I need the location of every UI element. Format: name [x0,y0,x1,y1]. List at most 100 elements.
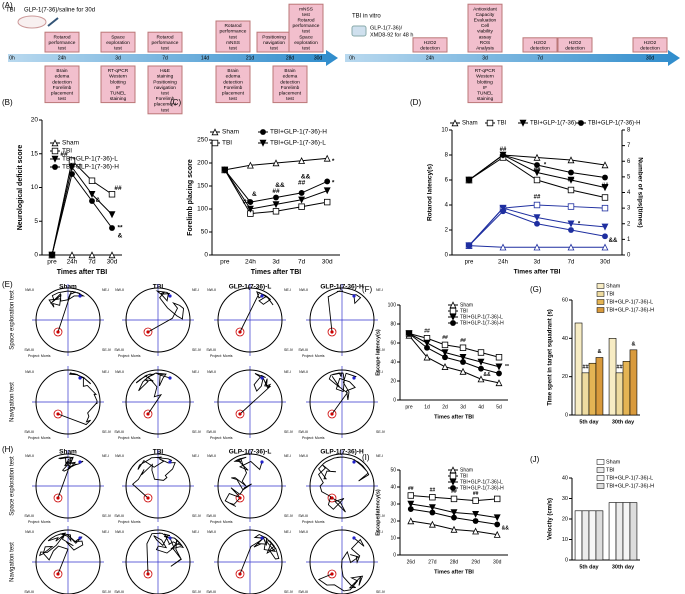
y-axis-title: Escape latency(s) [375,489,381,536]
x-axis-title: Times after TBI [434,414,474,420]
marker [450,485,456,491]
legend-label: TBI+GLP-1(7-36)-H [606,483,654,489]
y-tick-label: 10 [390,535,396,541]
pool [125,529,191,594]
quadrant-label: NW-II [115,370,124,374]
pool [309,287,375,353]
quadrant-label: SW-III [298,430,308,434]
end-dot [146,572,150,576]
protocol-text: detection [420,45,440,51]
quadrant-label: NW-II [115,454,124,458]
marker [109,225,115,231]
x-tick-label: 7d [298,259,306,266]
cell-dish-icon [351,25,367,37]
end-dot [146,330,150,334]
platform [143,493,153,503]
legend-swatch [596,467,605,473]
significance-mark: ## [272,188,280,195]
marker [494,521,501,528]
quadrant-label: SW-III [206,590,216,594]
marker [499,243,507,251]
start-dot [260,294,264,298]
series-line [408,333,500,358]
y-tick-label: 200 [197,160,208,167]
x-tick-label: 3d [272,259,280,266]
legend-swatch [596,459,605,465]
marker [449,313,457,321]
marker [247,199,254,206]
protocol-box [100,31,136,53]
marker [429,509,436,516]
marker [272,201,280,209]
marker [449,478,457,486]
quadrant-label: NE-I [102,370,109,374]
y-tick-label: 0 [565,412,568,418]
protocol-text: test [161,45,169,51]
project-label: Project: Morris [302,520,325,524]
marker [298,189,305,196]
y2-tick-label: 7 [627,143,631,149]
y-tick-label: 4 [445,203,449,209]
quadrant-label: NW-II [207,530,216,534]
marker [108,191,116,198]
marker [466,242,472,249]
marker [519,119,527,127]
marker [477,375,485,383]
protocol-box [467,65,503,104]
significance-mark: ## [60,151,68,158]
series-line [51,172,113,256]
marker [534,162,540,168]
x-tick-label: 30th day [612,419,635,425]
quadrant-label: SW-III [24,348,34,352]
platform [327,569,337,579]
marker [51,139,59,147]
timeline-label: TBI [6,8,16,14]
marker [578,120,584,126]
marker [424,344,430,351]
y-tick-label: 50 [390,467,396,473]
pool [217,453,283,519]
significance-mark: ## [460,338,466,344]
y-tick-label: 6 [445,178,449,184]
end-dot [56,330,60,334]
legend-label: TBI+GLP-1(7-36)-L [460,479,503,485]
legend-label: TBI [460,473,468,479]
bar [622,502,631,561]
quadrant-label: SE-IV [102,590,112,594]
timeline-tick: 24h [58,55,67,61]
marker [88,251,96,259]
x-axis-title: Times after TBI [514,269,561,276]
end-dot [330,412,334,416]
swim-path [318,456,370,513]
marker [477,349,485,356]
bar [608,502,617,561]
quadrant-label: SW-III [24,514,34,518]
significance-mark: ## [243,198,251,205]
quadrant-label: NW-II [25,370,34,374]
x-tick-label: 5th day [579,419,599,425]
timeline-label: GLP-1(7-36)/saline for 30d [24,8,95,14]
x-tick-label: 29d [471,559,480,565]
y-tick-label: 8 [445,153,449,159]
protocol-text: test [229,45,237,51]
marker [450,525,458,533]
protocol-text: TUNEL [110,90,126,96]
row-label: Navigation test [10,382,16,422]
marker [88,191,96,198]
bar [629,502,638,561]
y2-tick-label: 6 [627,159,631,165]
quadrant-label: SW-III [114,590,124,594]
significance-mark: && [275,182,285,189]
significance-mark: & [118,233,123,240]
x-tick-label: pre [47,259,57,266]
significance-mark: && [609,238,618,244]
panel-label: (J) [530,455,540,464]
project-label: Project: Morris [118,354,141,358]
protocol-text: staining [157,74,174,80]
protocol-text: mNSS [226,40,240,46]
marker [533,214,541,222]
protocol-text: Brain [56,68,68,74]
marker [89,198,95,204]
legend-label: TBI [606,291,615,297]
